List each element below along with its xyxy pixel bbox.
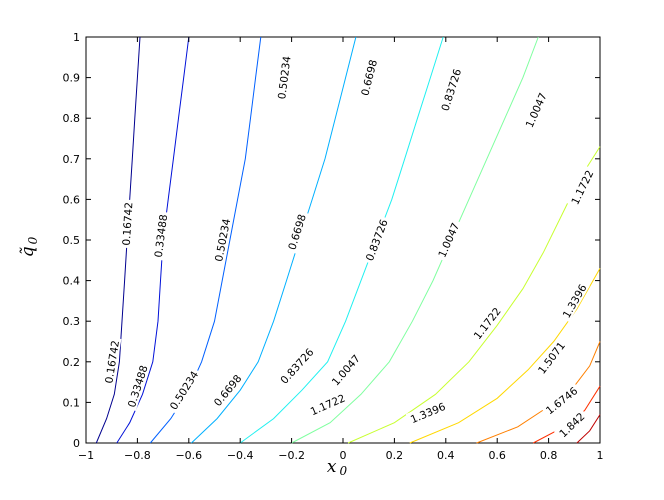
x-tick-label: −0.4 <box>227 449 254 462</box>
contour-label-backing <box>123 361 151 411</box>
x-tick-label: −0.8 <box>124 449 151 462</box>
contour-label-backing <box>532 336 569 378</box>
contour-label-backing <box>210 215 233 265</box>
contour-line <box>409 268 601 444</box>
contour-label-backing <box>101 336 122 387</box>
y-axis-label: q̃0 <box>18 236 40 257</box>
x-tick-label: 0 <box>340 449 347 462</box>
contour-label-backing <box>468 302 505 344</box>
contour-label-backing <box>273 52 293 103</box>
contour-label-backing <box>326 349 364 390</box>
y-axis-ticks: 0 0.1 0.2 0.3 0.4 0.5 0.6 0.7 0.8 0.9 1 <box>63 31 600 450</box>
x-tick-label: −0.6 <box>175 449 202 462</box>
x-tick-label: −0.2 <box>278 449 305 462</box>
x-tick-label: 0.8 <box>540 449 558 462</box>
x-tick-label: 0.4 <box>437 449 455 462</box>
y-tick-label: 0.8 <box>63 112 81 125</box>
contour-label-backing <box>554 407 589 442</box>
contour-label-backing <box>275 343 318 388</box>
contour-label: 0.50234 <box>276 55 293 100</box>
contour-label-group: 0.16742 <box>118 199 136 249</box>
y-tick-label: 0.9 <box>63 72 81 85</box>
contour-label-backing <box>566 165 597 209</box>
x-tick-label: 1 <box>597 449 604 462</box>
contour-label-backing <box>283 209 309 254</box>
y-tick-label: 1 <box>73 31 80 44</box>
y-tick-label: 0.1 <box>63 396 81 409</box>
contour-label-backing <box>540 381 582 419</box>
contour-label-backing <box>150 211 170 261</box>
contour-label-backing <box>356 55 380 100</box>
contour-label: 0.33488 <box>153 214 170 259</box>
x-tick-label: 0.6 <box>488 449 506 462</box>
contour-label-backing <box>361 215 391 265</box>
contour-line <box>95 36 141 444</box>
contour-label-group: 0.50234 <box>273 52 294 103</box>
y-tick-label: 0.3 <box>63 315 81 328</box>
y-tick-label: 0.5 <box>63 234 81 247</box>
contour-label-backing <box>305 389 350 419</box>
contour-line <box>191 36 357 444</box>
contour-line <box>291 36 539 444</box>
contour-label-backing <box>164 366 202 414</box>
y-tick-label: 0.2 <box>63 356 81 369</box>
contour-label-backing <box>557 279 590 323</box>
contour-label-backing <box>405 398 450 427</box>
y-tick-label: 0.7 <box>63 153 81 166</box>
contour-label-group: 0.33488 <box>150 211 170 261</box>
x-axis-ticks: −1 −0.8 −0.6 −0.4 −0.2 0 0.2 0.4 0.6 0.8 1 <box>78 37 604 462</box>
contour-label-backing <box>433 218 463 262</box>
x-tick-label: −1 <box>78 449 94 462</box>
contour-label-backing <box>208 369 246 411</box>
y-tick-label: 0 <box>73 437 80 450</box>
y-tick-label: 0.6 <box>63 193 81 206</box>
x-tick-label: 0.2 <box>386 449 404 462</box>
contour-label-backing <box>436 64 464 115</box>
contour-label: 0.16742 <box>121 202 136 246</box>
y-tick-label: 0.4 <box>63 275 81 288</box>
contour-line <box>576 414 601 444</box>
contour-label-backing <box>118 199 135 249</box>
contour-label-backing <box>520 88 550 132</box>
